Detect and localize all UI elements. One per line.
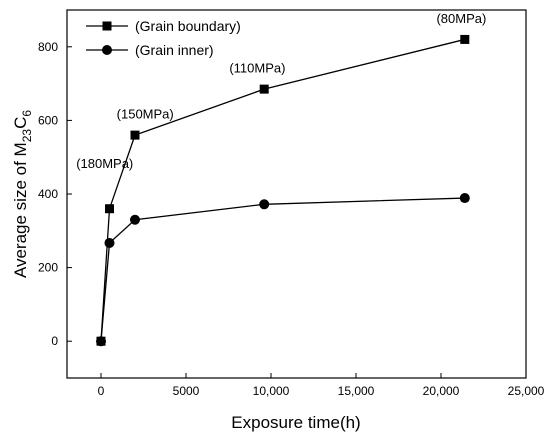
data-point-square bbox=[259, 84, 269, 94]
y-tick-label: 200 bbox=[38, 261, 58, 275]
x-tick-label: 5000 bbox=[173, 384, 200, 398]
pressure-annotation: (180MPa) bbox=[76, 156, 133, 171]
x-tick-label: 0 bbox=[98, 384, 105, 398]
pressure-annotation: (80MPa) bbox=[436, 11, 486, 26]
legend: (Grain boundary) (Grain inner) bbox=[86, 18, 241, 58]
series-layer bbox=[96, 34, 470, 347]
legend-label: (Grain boundary) bbox=[135, 18, 241, 34]
data-point-circle bbox=[259, 199, 270, 210]
y-tick-label: 800 bbox=[38, 40, 58, 54]
axis-ticks: 0 5000 10,000 15,000 20,000 25,000 0 200 400 600 8… bbox=[38, 40, 545, 398]
legend-marker-circle bbox=[102, 45, 112, 55]
x-axis-label: Exposure time(h) bbox=[231, 413, 360, 432]
data-point-circle bbox=[130, 214, 140, 225]
data-point-circle bbox=[104, 237, 115, 248]
y-tick-label: 0 bbox=[51, 334, 58, 348]
data-point-square bbox=[105, 204, 114, 214]
y-axis-label: Average size of M23C6 bbox=[11, 110, 34, 278]
annotations: (180MPa) (150MPa) (110MPa) (80MPa) bbox=[76, 11, 486, 171]
data-point-circle bbox=[459, 193, 470, 204]
x-tick-label: 15,000 bbox=[338, 384, 375, 398]
plot-frame bbox=[66, 9, 527, 379]
series-line-1 bbox=[100, 197, 465, 342]
series-line-0 bbox=[100, 38, 465, 342]
data-point-square bbox=[460, 34, 470, 44]
y-tick-label: 600 bbox=[38, 113, 58, 127]
data-point-square bbox=[130, 130, 140, 140]
x-tick-label: 20,000 bbox=[423, 384, 460, 398]
legend-label: (Grain inner) bbox=[135, 42, 214, 58]
x-tick-label: 25,000 bbox=[508, 384, 545, 398]
legend-marker-square bbox=[102, 21, 112, 31]
x-tick-label: 10,000 bbox=[253, 384, 290, 398]
pressure-annotation: (150MPa) bbox=[117, 107, 174, 122]
pressure-annotation: (110MPa) bbox=[229, 61, 285, 76]
data-point-circle bbox=[96, 336, 106, 347]
y-tick-label: 400 bbox=[38, 187, 58, 201]
